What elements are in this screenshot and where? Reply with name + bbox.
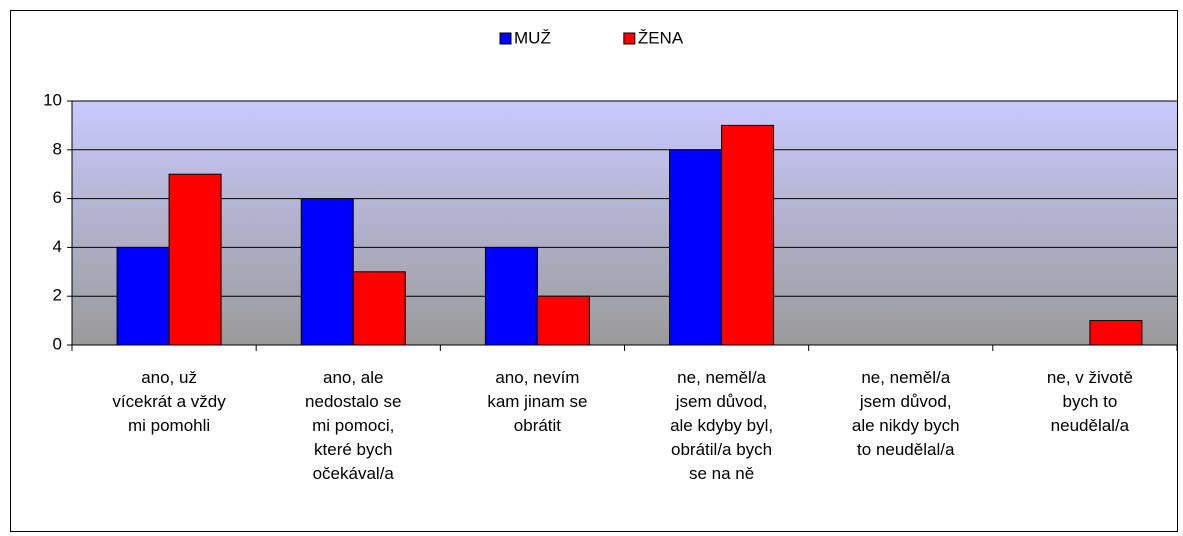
bar [168, 173, 222, 346]
bar [300, 198, 354, 346]
bar [116, 246, 170, 346]
legend-label: MUŽ [514, 28, 551, 47]
y-tick-label: 0 [53, 334, 62, 353]
y-tick-label: 8 [53, 139, 62, 158]
bar [484, 246, 538, 346]
legend-swatch [623, 32, 636, 45]
legend-label: ŽENA [638, 28, 684, 47]
y-tick-label: 4 [53, 237, 62, 256]
y-tick-label: 6 [53, 188, 62, 207]
bar [1089, 320, 1143, 346]
y-tick-label: 2 [53, 286, 62, 305]
x-tick-label: ne, v životě bych to neudělal/a [1046, 368, 1133, 435]
x-tick-label: ne, neměl/a jsem důvod, ale kdyby byl, o… [670, 368, 774, 483]
x-tick-label: ano, ale nedostalo se mi pomoci, které b… [305, 368, 402, 483]
legend-swatch [499, 32, 512, 45]
bar [721, 124, 775, 346]
x-tick-label: ne, neměl/a jsem důvod, ale nikdy bych t… [851, 368, 960, 459]
bar [669, 149, 723, 346]
x-tick-label: ano, už vícekrát a vždy mi pomohli [112, 368, 226, 435]
y-tick-label: 10 [43, 90, 62, 109]
bar [352, 271, 406, 346]
bar [536, 295, 590, 346]
plot-area [72, 101, 1177, 345]
x-tick-label: ano, nevím kam jinam se obrátit [487, 368, 588, 435]
